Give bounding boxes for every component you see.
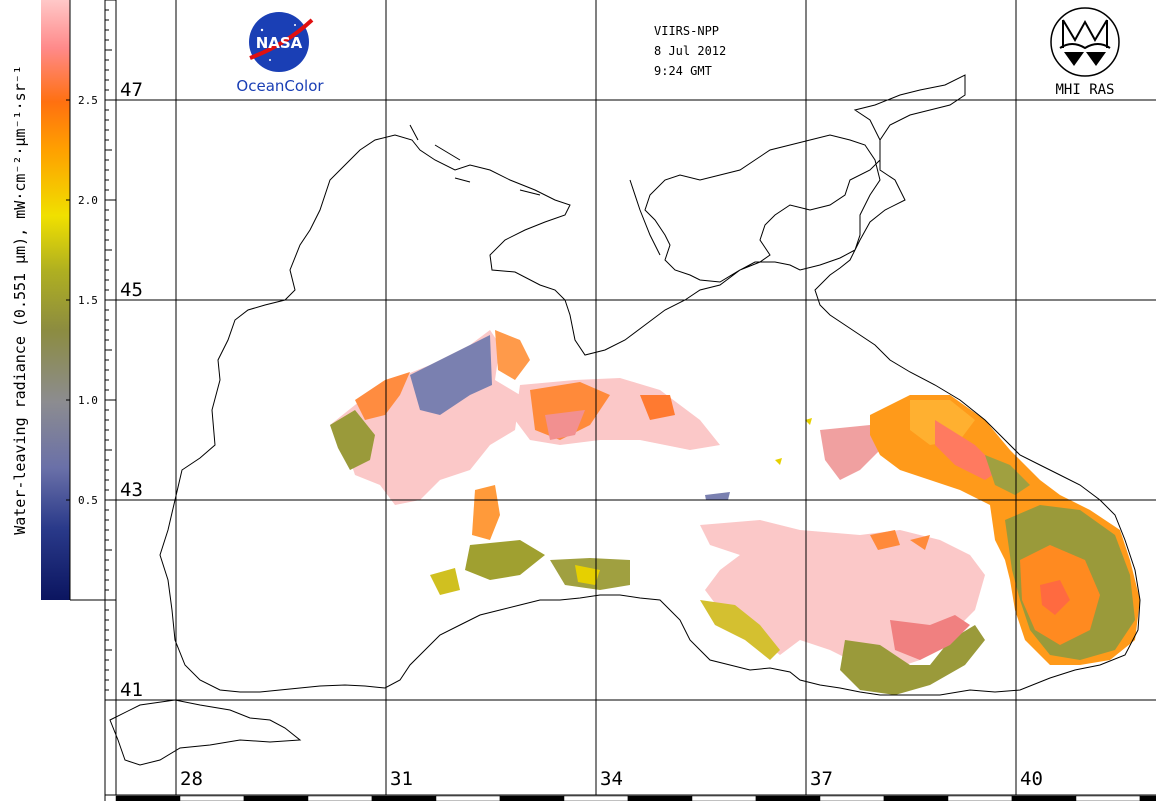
lon-label-34: 34 <box>600 768 623 790</box>
colorbar-ticks: 2.5 2.0 1.5 1.0 0.5 <box>66 94 98 507</box>
colorbar-tick-label: 2.0 <box>78 194 98 207</box>
scale-segment <box>563 795 629 802</box>
scale-segment <box>499 795 565 802</box>
colorbar <box>41 0 70 600</box>
time-label: 9:24 GMT <box>654 64 712 78</box>
scale-segment <box>179 795 245 802</box>
scale-segment <box>947 795 1013 802</box>
scale-segment <box>115 795 181 802</box>
date-label: 8 Jul 2012 <box>654 44 726 58</box>
scale-segment <box>819 795 885 802</box>
oceancolor-label: OceanColor <box>236 77 324 95</box>
scale-segment <box>371 795 437 802</box>
lon-label-40: 40 <box>1020 768 1043 790</box>
nasa-logo-text: NASA <box>256 34 303 52</box>
scale-segment <box>1011 795 1077 802</box>
sensor-label: VIIRS-NPP <box>654 24 719 38</box>
scale-segment <box>435 795 501 802</box>
colorbar-tick-label: 2.5 <box>78 94 98 107</box>
scale-segment <box>627 795 693 802</box>
colorbar-tick-label: 1.5 <box>78 294 98 307</box>
radiance-data <box>330 330 1140 695</box>
coastline <box>109 74 1141 766</box>
left-scale-bar <box>105 0 116 701</box>
scale-segment <box>755 795 821 802</box>
lat-lon-grid <box>116 0 1156 795</box>
scale-segment <box>243 795 309 802</box>
lon-label-37: 37 <box>810 768 833 790</box>
lon-label-28: 28 <box>180 768 203 790</box>
scale-segment <box>883 795 949 802</box>
colorbar-tick-label: 1.0 <box>78 394 98 407</box>
scale-segment <box>1139 795 1156 802</box>
nasa-logo: NASA OceanColor <box>236 12 324 95</box>
bottom-scale-bar <box>105 794 1156 802</box>
lat-label-45: 45 <box>120 279 143 301</box>
lon-label-31: 31 <box>390 768 413 790</box>
scale-segment <box>1075 795 1141 802</box>
lat-label-47: 47 <box>120 79 143 101</box>
mhi-logo: MHI RAS <box>1050 7 1120 98</box>
mhi-label: MHI RAS <box>1055 82 1114 98</box>
lat-label-43: 43 <box>120 479 143 501</box>
colorbar-tick-label: 0.5 <box>78 494 98 507</box>
scale-segment <box>307 795 373 802</box>
colorbar-title: Water-leaving radiance (0.551 μm), mW·cm… <box>11 65 29 535</box>
scale-segment <box>691 795 757 802</box>
lat-label-41: 41 <box>120 679 143 701</box>
